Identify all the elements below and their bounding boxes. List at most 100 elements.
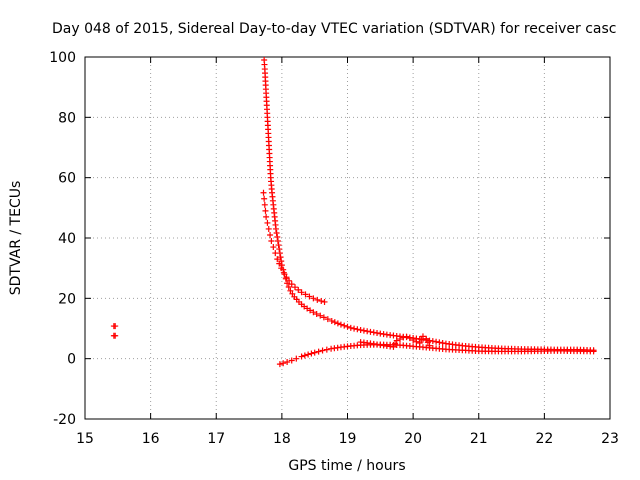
axis-ticks: 15 16 17 18 19 20 21 22 23 -20 0 20 40 60 80 100	[49, 50, 619, 447]
data-point	[418, 336, 425, 343]
grid	[85, 57, 610, 419]
data-point	[286, 277, 293, 284]
data-point	[413, 338, 420, 345]
data-point	[393, 337, 400, 344]
x-tick-label: 23	[601, 431, 619, 447]
data-point	[315, 348, 322, 355]
data-point	[275, 242, 282, 249]
data-point	[367, 328, 374, 335]
chart-title: Day 048 of 2015, Sidereal Day-to-day VTE…	[52, 21, 616, 37]
data-point	[390, 343, 397, 350]
data-point	[439, 339, 446, 346]
data-point	[285, 284, 292, 291]
data-point	[347, 324, 354, 331]
data-point	[424, 339, 431, 346]
data-point	[397, 336, 403, 343]
data-point	[302, 291, 309, 298]
data-point	[112, 323, 119, 330]
data-point	[268, 238, 275, 245]
data-point	[370, 329, 377, 336]
x-tick-label: 19	[339, 431, 357, 447]
data-point	[314, 296, 321, 303]
data-point	[423, 335, 430, 342]
data-point	[272, 250, 279, 257]
data-point	[323, 346, 330, 353]
data-point	[298, 289, 305, 296]
x-tick-label: 16	[142, 431, 160, 447]
data-point	[429, 338, 436, 345]
data-point	[310, 309, 317, 316]
data-point	[351, 325, 358, 332]
data-point	[274, 233, 281, 240]
data-point	[277, 254, 284, 261]
data-point	[328, 317, 335, 324]
data-point	[261, 201, 268, 208]
data-point	[392, 340, 399, 347]
data-point	[433, 338, 440, 345]
data-point	[406, 335, 413, 342]
series-steep-decay	[261, 57, 597, 354]
data-point	[292, 284, 298, 291]
x-tick-label: 21	[470, 431, 488, 447]
data-point	[320, 314, 327, 321]
data-point	[324, 316, 331, 323]
data-point	[274, 256, 281, 263]
data-point	[295, 286, 302, 293]
y-tick-label: -20	[53, 412, 76, 428]
series-rising-branch	[276, 341, 597, 368]
data-point	[311, 349, 318, 356]
data-point	[267, 231, 274, 238]
data-point	[436, 339, 443, 346]
data-point	[298, 353, 305, 360]
data-point	[306, 293, 313, 300]
data-point	[318, 298, 325, 305]
data-point	[263, 213, 270, 220]
x-tick-label: 22	[535, 431, 553, 447]
data-point	[289, 290, 296, 297]
data-point	[265, 225, 272, 232]
data-point	[288, 281, 295, 288]
data-point	[284, 358, 291, 365]
data-point	[283, 274, 290, 281]
data-point	[272, 225, 279, 232]
data-point	[403, 333, 410, 340]
data-point	[341, 322, 348, 329]
data-point	[288, 357, 295, 364]
data-point	[264, 219, 271, 226]
y-tick-label: 20	[58, 291, 76, 307]
series-isolated-points	[110, 323, 119, 339]
y-axis-label: SDTVAR / TECUs	[8, 181, 24, 296]
data-point	[416, 339, 423, 346]
data-point	[419, 333, 426, 340]
data-point	[261, 195, 268, 202]
data-point	[280, 269, 287, 276]
x-tick-label: 17	[207, 431, 225, 447]
x-tick-label: 18	[273, 431, 291, 447]
data-point	[305, 351, 312, 358]
y-tick-label: 60	[58, 171, 76, 187]
data-point	[357, 327, 364, 334]
data-point	[344, 323, 351, 330]
data-point	[337, 321, 344, 328]
data-point	[334, 320, 341, 327]
data-point	[260, 189, 267, 196]
data-point	[374, 341, 381, 348]
data-point	[313, 311, 320, 318]
data-point	[374, 330, 381, 337]
data-point	[317, 312, 324, 319]
series-clump-19-20h	[357, 333, 433, 350]
data-point	[308, 350, 315, 357]
data-point	[280, 360, 287, 367]
data-point	[360, 327, 367, 334]
y-tick-label: 80	[58, 110, 76, 126]
data-point	[293, 355, 300, 362]
x-tick-label: 15	[76, 431, 94, 447]
data-point	[276, 246, 283, 253]
data-point	[262, 207, 269, 214]
data-point	[370, 340, 377, 347]
data-point	[354, 326, 361, 333]
data-point	[590, 348, 597, 355]
data-point	[400, 334, 407, 341]
data-point	[331, 319, 338, 326]
